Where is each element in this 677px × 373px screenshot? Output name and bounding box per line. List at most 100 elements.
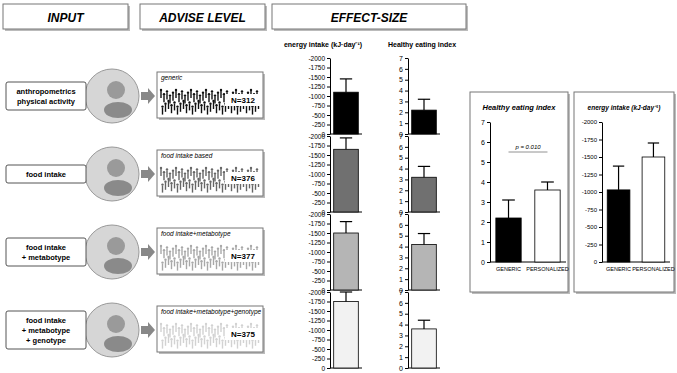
input-label: + metabotype xyxy=(22,253,71,262)
crowd-body xyxy=(187,94,188,101)
crowd-head xyxy=(163,327,165,329)
tick-label: 7 xyxy=(481,119,485,126)
tick: -1750 xyxy=(582,137,602,143)
crowd-head xyxy=(250,167,252,169)
crowd-head xyxy=(167,256,169,258)
crowd-body xyxy=(204,337,205,344)
tick-mark xyxy=(327,77,330,78)
crowd-body xyxy=(174,181,175,188)
crowd-body xyxy=(162,342,163,349)
crowd-head xyxy=(235,89,237,91)
crowd-head xyxy=(163,249,165,251)
crowd-body xyxy=(175,91,176,98)
crowd-head xyxy=(256,90,258,92)
crowd xyxy=(160,245,260,271)
crowd-head xyxy=(173,179,175,181)
crowd-head xyxy=(203,335,205,337)
inset-box xyxy=(574,92,674,292)
crowd-head xyxy=(196,168,198,170)
tick-label: 2 xyxy=(399,109,403,116)
crowd-body xyxy=(160,325,161,332)
tick-mark xyxy=(487,182,490,183)
tick-label: -1500 xyxy=(308,308,325,315)
crowd-head xyxy=(217,170,219,172)
tick-mark xyxy=(405,80,408,81)
tick-mark xyxy=(405,112,408,113)
crowd-body xyxy=(210,105,211,112)
crowd-head xyxy=(215,182,217,184)
tick-mark xyxy=(327,368,330,369)
crowd-body xyxy=(183,336,184,343)
tick-mark xyxy=(405,335,408,336)
crowd-head xyxy=(161,183,163,185)
bars xyxy=(334,222,359,290)
header-box xyxy=(140,4,265,29)
tick: -2000 xyxy=(308,289,330,296)
crowd-head xyxy=(250,89,252,91)
tick: -1500 xyxy=(308,152,330,159)
crowd-head xyxy=(221,183,223,185)
error-stem xyxy=(423,234,424,245)
crowd-body xyxy=(205,247,206,254)
bar xyxy=(334,233,359,290)
crowd-head xyxy=(199,94,201,96)
crowd-body xyxy=(198,180,199,187)
column-title: Healthy eating index xyxy=(388,41,456,49)
category-label: GENERIC xyxy=(606,266,631,272)
tick: 6 xyxy=(399,300,408,307)
tick: 7 xyxy=(399,289,408,296)
crowd-head xyxy=(208,171,210,173)
tick-mark xyxy=(327,146,330,147)
chart: 01234567 xyxy=(399,133,440,216)
crowd-body xyxy=(172,250,173,257)
y-axis: 01234567 xyxy=(399,133,408,216)
crowd-body xyxy=(190,91,191,98)
crowd-head xyxy=(208,93,210,95)
tick-mark xyxy=(599,192,602,193)
bars xyxy=(412,234,437,290)
crowd-body xyxy=(216,106,217,113)
tick-label: 6 xyxy=(399,144,403,151)
crowd-body xyxy=(211,326,212,333)
tick: 4 xyxy=(399,87,408,94)
tick-label: -1500 xyxy=(582,154,598,160)
crowd-head xyxy=(182,178,184,180)
tick: -750 xyxy=(312,102,330,109)
tick-mark xyxy=(487,122,490,123)
crowd-body xyxy=(213,102,214,109)
tick-label: 4 xyxy=(399,87,403,94)
crowd-head xyxy=(181,246,183,248)
crowd-head xyxy=(160,167,162,169)
arrow xyxy=(141,244,155,260)
crowd-body xyxy=(198,258,199,265)
error-stem xyxy=(653,143,654,157)
crowd-head xyxy=(175,245,177,247)
error-cap xyxy=(418,166,430,167)
tick-mark xyxy=(327,174,330,175)
tick: -1250 xyxy=(308,239,330,246)
tick: 0 xyxy=(481,259,490,266)
error-cap xyxy=(418,233,430,234)
crowd-head xyxy=(241,246,243,248)
tick-label: -1250 xyxy=(308,161,325,168)
crowd-head xyxy=(190,89,192,91)
tick: -750 xyxy=(312,180,330,187)
crowd-body xyxy=(246,340,247,347)
crowd-body xyxy=(190,325,191,332)
tick: 7 xyxy=(399,133,408,140)
error-cap xyxy=(541,181,554,182)
crowd-body xyxy=(213,180,214,187)
crowd-head xyxy=(256,246,258,248)
tick: -1500 xyxy=(308,230,330,237)
tick-label: -1750 xyxy=(308,142,325,149)
n-label: N=312 xyxy=(231,96,255,105)
crowd-body xyxy=(220,91,221,98)
crowd-head xyxy=(208,327,210,329)
crowd-body xyxy=(214,253,215,260)
crowd-body xyxy=(184,175,185,182)
crowd-head xyxy=(160,323,162,325)
crowd-head xyxy=(182,100,184,102)
crowd-head xyxy=(179,337,181,339)
tick: 1 xyxy=(399,120,408,127)
crowd-head xyxy=(218,101,220,103)
